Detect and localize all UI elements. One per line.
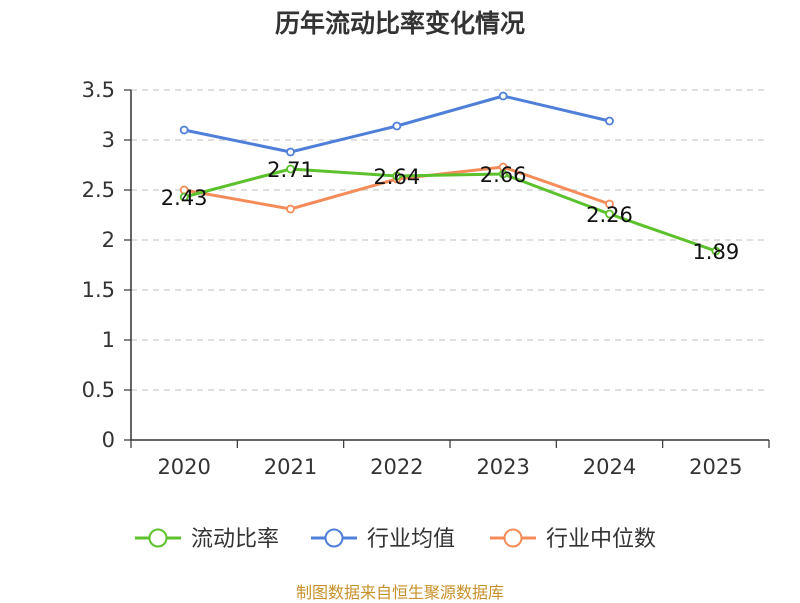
data-label: 2.26 xyxy=(586,203,633,227)
data-point xyxy=(286,147,295,157)
legend-label: 行业均值 xyxy=(367,527,455,552)
data-point xyxy=(179,125,189,135)
data-point xyxy=(605,199,614,209)
data-point xyxy=(392,121,402,131)
legend-marker xyxy=(324,528,344,548)
data-point xyxy=(711,246,721,256)
series-group xyxy=(179,91,721,256)
legend-marker xyxy=(503,528,523,548)
source-note: 制图数据来自恒生聚源数据库 xyxy=(295,583,504,602)
data-label: 1.89 xyxy=(692,240,739,264)
data-point xyxy=(179,192,189,202)
x-axis-ticks: 2020 2021 2022 2023 2024 2025 xyxy=(130,440,770,479)
data-label: 2.71 xyxy=(267,158,314,182)
data-point xyxy=(605,116,614,126)
data-point xyxy=(392,171,402,181)
data-label: 2.64 xyxy=(373,165,420,189)
x-tick-label: 2024 xyxy=(583,455,636,479)
legend-marker xyxy=(148,528,168,548)
data-point xyxy=(605,209,614,219)
grid-lines xyxy=(131,89,769,391)
x-tick-label: 2021 xyxy=(264,455,317,479)
legend-label: 流动比率 xyxy=(191,527,279,552)
data-point xyxy=(498,169,508,179)
x-tick-label: 2023 xyxy=(476,455,529,479)
y-tick-label: 0.5 xyxy=(82,378,115,402)
legend: 流动比率 行业均值 行业中位数 xyxy=(135,527,656,552)
y-tick-label: 0 xyxy=(102,428,115,452)
y-tick-label: 3.5 xyxy=(82,78,115,102)
y-tick-label: 1 xyxy=(102,328,115,352)
data-point xyxy=(286,164,295,174)
data-point xyxy=(286,204,295,214)
y-tick-label: 3 xyxy=(102,128,115,152)
data-point xyxy=(498,91,508,101)
legend-label: 行业中位数 xyxy=(546,527,656,552)
x-tick-label: 2020 xyxy=(157,455,210,479)
data-label: 2.66 xyxy=(480,163,527,187)
x-tick-label: 2025 xyxy=(689,455,742,479)
y-tick-label: 2.5 xyxy=(82,178,115,202)
axes xyxy=(130,90,769,441)
y-tick-label: 1.5 xyxy=(82,278,115,302)
x-tick-label: 2022 xyxy=(370,455,423,479)
y-tick-label: 2 xyxy=(102,228,115,252)
data-label: 2.43 xyxy=(161,186,208,210)
y-axis-ticks: 0 0.5 1 1.5 2 2.5 3 3.5 xyxy=(82,78,131,452)
chart-title: 历年流动比率变化情况 xyxy=(274,9,525,38)
series-line xyxy=(183,167,717,253)
data-labels: 2.43 2.71 2.64 2.66 2.26 1.89 xyxy=(161,158,739,264)
